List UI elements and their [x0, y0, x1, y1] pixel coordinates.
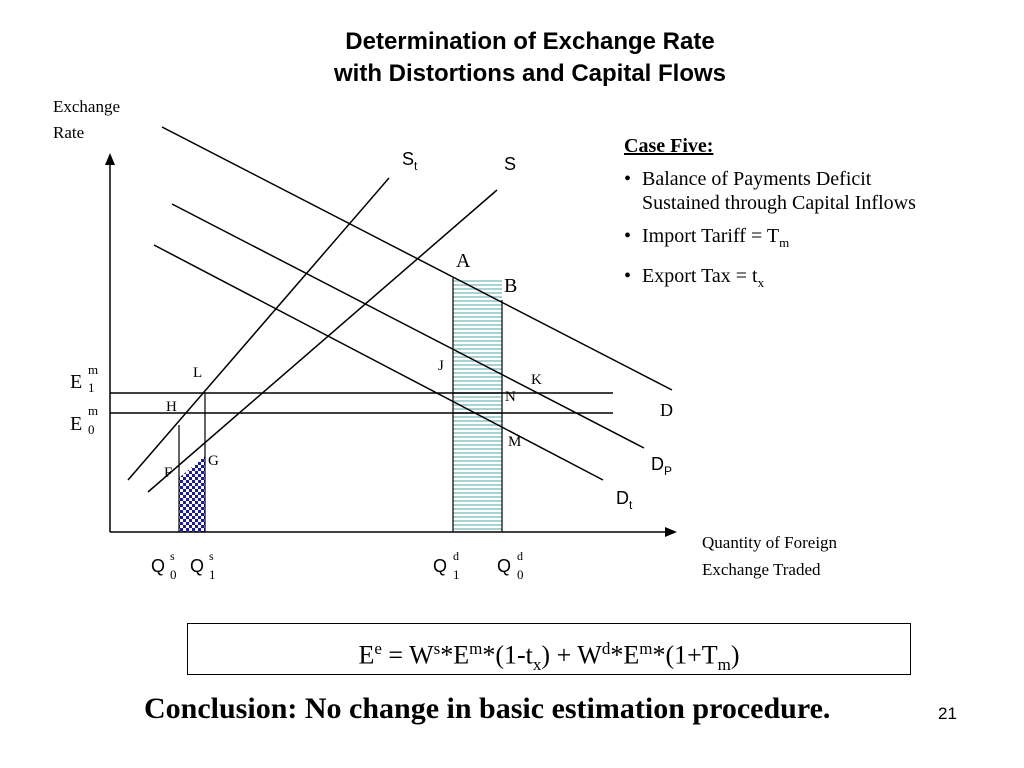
tick-label-q1d-sub: 1 — [453, 567, 460, 582]
formula-e-sup: e — [374, 639, 382, 658]
case-item-bop-line-2: Sustained through Capital Inflows — [642, 192, 916, 214]
title-line-1: Determination of Exchange Rate — [345, 28, 715, 55]
formula-part-6: *(1+T — [652, 640, 718, 670]
conclusion-text: Conclusion: No change in basic estimatio… — [144, 692, 831, 725]
point-label-k: K — [531, 372, 542, 388]
point-label-j: J — [438, 358, 444, 374]
point-label-l: L — [193, 365, 202, 381]
formula-part-2: *E — [440, 640, 470, 670]
shaded-area-fg — [179, 456, 205, 532]
x-axis-label-line-1: Quantity of Foreign — [702, 533, 838, 552]
formula-e: E — [358, 640, 375, 670]
y-axis-arrow — [105, 153, 115, 165]
curve-label-dp: DP — [651, 454, 672, 478]
y-axis-label-line-1: Exchange — [53, 97, 120, 116]
case-five-box: Case Five: • Balance of Payments Deficit… — [624, 134, 1014, 304]
formula-em1-sup: m — [469, 639, 483, 658]
bullet-icon: • — [624, 168, 632, 190]
tick-label-e1m: E — [70, 371, 82, 393]
page-number: 21 — [938, 704, 957, 723]
demand-curve-dt — [153, 244, 604, 481]
formula-part-7: ) — [730, 640, 740, 670]
tick-label-q1s: Q — [190, 556, 204, 576]
bullet-icon: • — [624, 225, 632, 247]
point-label-n: N — [505, 389, 516, 405]
export-tax-text: Export Tax = t — [642, 265, 758, 287]
formula-part-5: *E — [610, 640, 640, 670]
tick-label-e0m: E — [70, 413, 82, 435]
tick-label-q0d-sub: 0 — [517, 567, 524, 582]
case-item-import-tariff: • Import Tariff = Tm — [624, 224, 1014, 255]
case-item-bop: • Balance of Payments Deficit Sustained … — [624, 167, 1014, 215]
point-label-h: H — [166, 399, 177, 415]
curve-label-dt: Dt — [616, 488, 633, 512]
demand-curve-dp — [171, 203, 645, 449]
title-line-2: with Distortions and Capital Flows — [333, 60, 726, 87]
point-label-m: M — [508, 434, 521, 450]
bullet-icon: • — [624, 265, 632, 287]
curve-label-d: D — [660, 400, 673, 420]
case-heading: Case Five: — [624, 135, 714, 157]
formula-part-3: *(1-t — [482, 640, 533, 670]
curve-label-st: St — [402, 149, 418, 173]
tick-label-q1s-sup: s — [209, 549, 214, 563]
supply-curve-st — [127, 177, 390, 481]
y-axis-label-line-2: Rate — [53, 123, 84, 142]
tick-label-e1m-sub: 1 — [88, 380, 95, 395]
x-axis-label-line-2: Exchange Traded — [702, 560, 821, 579]
tick-label-q0d-sup: d — [517, 549, 523, 563]
x-axis-arrow — [665, 527, 677, 537]
formula-em2-sup: m — [639, 639, 653, 658]
tick-label-q1d-sup: d — [453, 549, 459, 563]
tick-label-q0s: Q — [151, 556, 165, 576]
point-label-b: B — [504, 275, 517, 297]
supply-curve-s — [147, 189, 498, 493]
tick-label-e1m-sup: m — [88, 362, 98, 377]
formula-tx-sub: x — [532, 654, 542, 674]
tick-label-e0m-sub: 0 — [88, 422, 95, 437]
tick-label-q0s-sub: 0 — [170, 567, 177, 582]
tick-label-q0s-sup: s — [170, 549, 175, 563]
tick-label-q1d: Q — [433, 556, 447, 576]
tick-label-q1s-sub: 1 — [209, 567, 216, 582]
formula-part-1: = W — [381, 640, 434, 670]
tick-label-q0d: Q — [497, 556, 511, 576]
demand-curve-d — [161, 126, 673, 391]
point-label-g: G — [208, 453, 219, 469]
import-tariff-sub: m — [779, 235, 790, 250]
curve-label-s: S — [504, 154, 516, 174]
point-label-a: A — [456, 250, 471, 272]
formula-tm-sub: m — [717, 654, 731, 674]
case-item-bop-line-1: Balance of Payments Deficit — [642, 168, 872, 190]
formula-box: Ee = Ws*Em*(1-tx) + Wd*Em*(1+Tm) — [187, 623, 911, 675]
case-list: • Balance of Payments Deficit Sustained … — [624, 167, 1014, 295]
import-tariff-text: Import Tariff = T — [642, 225, 780, 247]
formula-ws-sup: s — [433, 639, 441, 658]
formula-wd-sup: d — [601, 639, 611, 658]
case-item-export-tax: • Export Tax = tx — [624, 264, 1014, 295]
export-tax-sub: x — [757, 275, 765, 290]
point-label-f: F — [164, 465, 172, 481]
formula-part-4: ) + W — [541, 640, 602, 670]
tick-label-e0m-sup: m — [88, 403, 98, 418]
slide-title: Determination of Exchange Rate with Dist… — [200, 26, 860, 90]
